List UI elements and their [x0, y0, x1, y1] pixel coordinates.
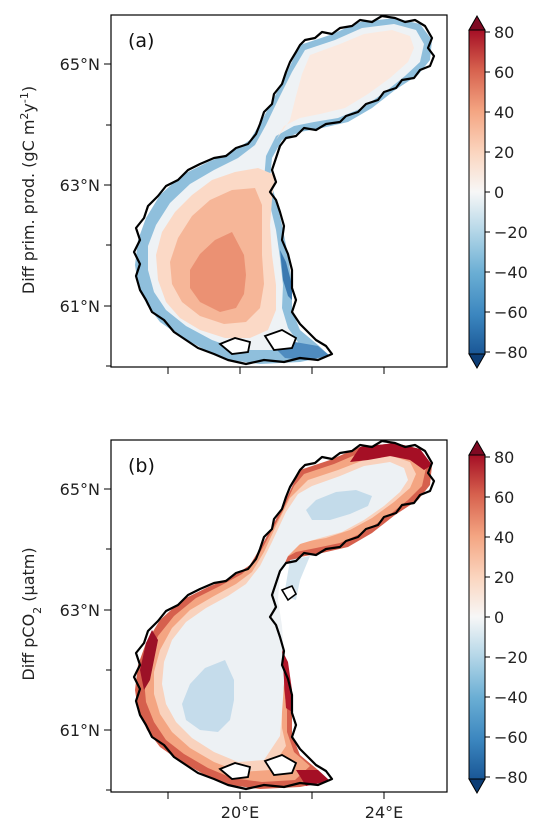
panel-a-yticks — [104, 63, 111, 367]
basin-a-outline — [132, 15, 436, 366]
island-b-1 — [218, 762, 252, 780]
basin-b-red-south — [296, 770, 330, 786]
basin-b-red-west — [140, 630, 158, 690]
panel-b-map — [132, 440, 436, 791]
cbar-b-tick-60: 60 — [494, 488, 514, 507]
cbar-a-tick-20: 20 — [494, 143, 514, 162]
colorbar-a-bar — [468, 29, 486, 355]
cbar-a-tick-80: 80 — [494, 23, 514, 42]
lon-tick-20e: 20°E — [221, 803, 259, 822]
island-a-2 — [263, 329, 298, 351]
island-b-3 — [280, 584, 298, 602]
basin-b-red-east — [282, 650, 292, 712]
panel-b-label: (b) — [128, 455, 155, 477]
cbar-a-tick-m20: −20 — [494, 223, 528, 242]
basin-a-pink-upper — [276, 30, 414, 140]
panel-a-label: (a) — [128, 30, 154, 52]
panel-b-yticks — [104, 488, 111, 791]
colorbar-max-arrow-icon — [468, 14, 486, 31]
lat-tick-b-65: 65°N — [60, 480, 100, 499]
colorbar-a: 80 60 40 20 0 −20 −40 −60 −80 — [468, 14, 528, 370]
cbar-a-tick-m60: −60 — [494, 303, 528, 322]
cbar-b-tick-m60: −60 — [494, 728, 528, 747]
cbar-b-tick-m80: −80 — [494, 768, 528, 787]
colorbar-min-arrow-icon — [468, 353, 486, 370]
panel-b: 65°N 63°N 61°N 20°E 24°E (b) Diff pCO2 (… — [19, 439, 528, 822]
cbar-a-tick-40: 40 — [494, 103, 514, 122]
panel-a: 65°N 63°N 61°N (a) Diff prim. prod. (gC … — [18, 14, 528, 374]
basin-b-outline — [132, 440, 436, 791]
basin-a-blue-coast — [280, 250, 292, 300]
island-a-1 — [218, 337, 252, 355]
lon-tick-24e: 24°E — [365, 803, 403, 822]
basin-b-blue-south — [182, 660, 234, 732]
cbar-a-tick-m80: −80 — [494, 343, 528, 362]
lat-tick-a-61: 61°N — [60, 297, 100, 316]
cbar-a-tick-m40: −40 — [494, 263, 528, 282]
panel-b-xticks — [167, 792, 385, 799]
colorbar-min-arrow-icon — [468, 778, 486, 795]
lat-tick-a-63: 63°N — [60, 176, 100, 195]
lat-tick-b-63: 63°N — [60, 601, 100, 620]
lat-tick-a-65: 65°N — [60, 55, 100, 74]
basin-a-core — [190, 232, 246, 312]
cbar-b-tick-20: 20 — [494, 568, 514, 587]
basin-b-red-ne — [350, 443, 432, 470]
colorbar-b-bar — [468, 454, 486, 780]
panel-b-ylabel: Diff pCO2 (µatm) — [19, 547, 44, 680]
cbar-b-tick-40: 40 — [494, 528, 514, 547]
colorbar-b: 80 60 40 20 0 −20 −40 −60 −80 — [468, 439, 528, 795]
cbar-b-tick-80: 80 — [494, 448, 514, 467]
cbar-b-tick-m40: −40 — [494, 688, 528, 707]
basin-b-blue-north — [306, 490, 372, 520]
cbar-b-tick-m20: −20 — [494, 648, 528, 667]
cbar-a-tick-60: 60 — [494, 63, 514, 82]
cbar-b-tick-0: 0 — [494, 608, 504, 627]
panel-a-map — [132, 15, 436, 366]
panel-a-ylabel: Diff prim. prod. (gC m2y-1) — [18, 86, 39, 294]
island-b-2 — [263, 754, 298, 776]
cbar-a-tick-0: 0 — [494, 183, 504, 202]
colorbar-max-arrow-icon — [468, 439, 486, 456]
panel-a-xticks — [167, 367, 385, 374]
lat-tick-b-61: 61°N — [60, 721, 100, 740]
